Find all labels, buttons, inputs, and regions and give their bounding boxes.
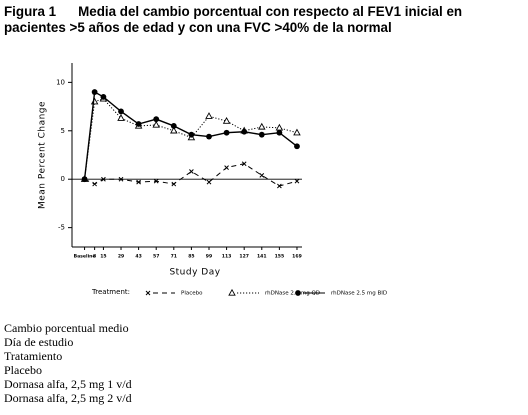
y-tick-label: 5	[61, 127, 65, 135]
notes: Cambio porcentual medio Día de estudio Tra…	[4, 321, 132, 405]
series-line	[84, 163, 298, 187]
point-marker	[206, 179, 212, 185]
marker-stroke	[136, 179, 141, 185]
point-marker	[136, 179, 141, 185]
x-tick-label: 141	[257, 254, 267, 260]
point-marker	[276, 129, 283, 136]
point-marker	[224, 165, 229, 170]
x-tick-label: 8	[93, 254, 96, 260]
note-line: Placebo	[4, 363, 42, 377]
marker-stroke	[189, 169, 194, 174]
point-marker	[117, 114, 125, 121]
point-marker	[90, 97, 99, 105]
point-marker	[259, 172, 265, 178]
marker-stroke	[118, 176, 124, 182]
note-line: Dornasa alfa, 2,5 mg 2 v/d	[4, 391, 132, 405]
x-tick-label: 99	[206, 254, 212, 260]
point-marker	[206, 133, 212, 140]
point-marker	[294, 143, 300, 150]
marker-stroke	[241, 161, 247, 167]
note-line: Día de estudio	[4, 335, 74, 349]
point-marker	[223, 129, 230, 136]
point-marker	[258, 131, 265, 138]
legend-marker	[295, 290, 301, 296]
point-marker	[277, 183, 282, 189]
y-axis-label: Mean Percent Change	[38, 101, 48, 209]
marker-stroke	[153, 178, 159, 184]
marker-stroke	[224, 165, 229, 170]
series-line	[83, 90, 298, 180]
point-marker	[91, 89, 98, 95]
point-marker	[222, 116, 231, 124]
point-marker	[153, 116, 160, 123]
point-marker	[258, 122, 266, 130]
figure-label: Figura 1	[4, 4, 57, 19]
legend-label: rhDNase 2.5 mg QD	[265, 291, 320, 297]
x-tick-label: 15	[100, 254, 106, 260]
point-marker	[294, 178, 300, 184]
legend-label: Placebo	[181, 291, 203, 297]
marker-stroke	[171, 181, 177, 187]
point-marker	[275, 123, 284, 131]
point-marker	[241, 128, 248, 135]
marker-stroke	[101, 176, 106, 182]
x-tick-label: 169	[292, 254, 302, 260]
point-marker	[189, 169, 194, 174]
x-tick-label: 71	[171, 254, 177, 260]
chart: Mean Percent Change Study Day Treatment:…	[38, 63, 387, 297]
point-marker	[170, 123, 177, 129]
y-tick-label: -5	[58, 224, 65, 232]
y-tick-label: 10	[56, 78, 65, 86]
x-tick-label: 57	[153, 254, 159, 260]
marker-stroke	[259, 172, 265, 178]
point-marker	[101, 176, 106, 182]
note-line: Tratamiento	[4, 349, 63, 363]
x-axis-label: Study Day	[169, 268, 220, 278]
point-marker	[171, 181, 177, 187]
x-tick-label: Baseline	[74, 254, 96, 260]
point-marker	[153, 178, 159, 184]
legend-marker	[145, 290, 151, 296]
marker-stroke	[145, 290, 151, 296]
x-tick-label: 127	[239, 254, 249, 260]
marker-stroke	[206, 179, 212, 185]
note-line: Cambio porcentual medio	[4, 321, 129, 335]
x-tick-label: 155	[275, 254, 285, 260]
marker-stroke	[294, 178, 300, 184]
point-marker	[241, 161, 247, 167]
x-tick-label: 29	[118, 254, 124, 260]
point-marker	[152, 120, 160, 128]
legend-title: Treatment:	[91, 288, 130, 296]
chart-title: Media del cambio porcentual con respecto…	[4, 4, 463, 35]
point-marker	[135, 121, 142, 127]
legend-label: rhDNase 2.5 mg BID	[331, 291, 387, 297]
legend-marker	[228, 288, 236, 296]
x-tick-label: 113	[222, 254, 232, 260]
x-tick-label: 43	[135, 254, 141, 260]
point-marker	[118, 176, 124, 182]
y-tick-label: 0	[61, 175, 65, 183]
x-tick-label: 85	[188, 254, 194, 260]
figure-title: Figura 1 Media del cambio porcentual con …	[4, 4, 526, 36]
point-marker	[170, 126, 178, 134]
marker-stroke	[277, 183, 282, 189]
point-marker	[118, 108, 124, 115]
point-marker	[205, 112, 213, 119]
point-marker	[293, 128, 301, 136]
marker-stroke	[92, 181, 97, 187]
point-marker	[100, 93, 107, 100]
note-line: Dornasa alfa, 2,5 mg 1 v/d	[4, 377, 132, 391]
point-marker	[81, 176, 88, 183]
point-marker	[188, 131, 195, 138]
point-marker	[92, 181, 97, 187]
